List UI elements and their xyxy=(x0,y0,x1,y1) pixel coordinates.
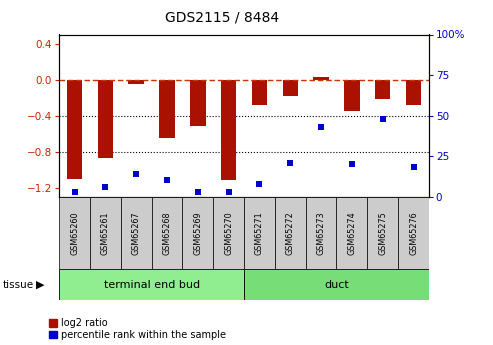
Point xyxy=(286,160,294,165)
Bar xyxy=(221,80,236,180)
Bar xyxy=(159,80,175,138)
Bar xyxy=(375,80,390,99)
Point xyxy=(132,171,140,177)
Text: GSM65270: GSM65270 xyxy=(224,211,233,255)
Bar xyxy=(367,197,398,269)
Text: terminal end bud: terminal end bud xyxy=(104,280,200,289)
Bar xyxy=(213,197,244,269)
Text: GSM65272: GSM65272 xyxy=(286,211,295,255)
Point xyxy=(255,181,263,186)
Text: GSM65269: GSM65269 xyxy=(193,211,202,255)
Bar xyxy=(244,197,275,269)
Text: GSM65267: GSM65267 xyxy=(132,211,141,255)
Point xyxy=(194,189,202,195)
Text: GSM65261: GSM65261 xyxy=(101,211,110,255)
Bar xyxy=(121,197,152,269)
Bar xyxy=(98,80,113,158)
Bar xyxy=(244,269,429,300)
Bar xyxy=(406,80,421,105)
Text: GSM65260: GSM65260 xyxy=(70,211,79,255)
Point xyxy=(379,116,387,121)
Bar xyxy=(314,77,329,80)
Bar xyxy=(344,80,359,111)
Bar xyxy=(282,80,298,96)
Legend: log2 ratio, percentile rank within the sample: log2 ratio, percentile rank within the s… xyxy=(49,318,226,340)
Bar xyxy=(336,197,367,269)
Bar xyxy=(59,197,90,269)
Bar xyxy=(275,197,306,269)
Bar xyxy=(152,197,182,269)
Bar xyxy=(129,80,144,84)
Point xyxy=(410,165,418,170)
Bar xyxy=(190,80,206,126)
Text: GSM65274: GSM65274 xyxy=(348,211,356,255)
Bar xyxy=(252,80,267,105)
Text: GSM65271: GSM65271 xyxy=(255,211,264,255)
Text: GSM65275: GSM65275 xyxy=(378,211,387,255)
Text: GSM65276: GSM65276 xyxy=(409,211,418,255)
Text: GSM65268: GSM65268 xyxy=(163,211,172,255)
Text: GDS2115 / 8484: GDS2115 / 8484 xyxy=(165,10,279,24)
Bar xyxy=(182,197,213,269)
Point xyxy=(70,189,78,195)
Point xyxy=(317,124,325,130)
Point xyxy=(348,161,356,167)
Text: ▶: ▶ xyxy=(35,280,44,289)
Text: GSM65273: GSM65273 xyxy=(317,211,325,255)
Text: duct: duct xyxy=(324,280,349,289)
Point xyxy=(225,189,233,195)
Bar xyxy=(59,269,244,300)
Bar xyxy=(398,197,429,269)
Bar xyxy=(90,197,121,269)
Point xyxy=(163,178,171,183)
Bar xyxy=(67,80,82,179)
Bar xyxy=(306,197,336,269)
Point xyxy=(102,184,109,190)
Text: tissue: tissue xyxy=(2,280,34,289)
